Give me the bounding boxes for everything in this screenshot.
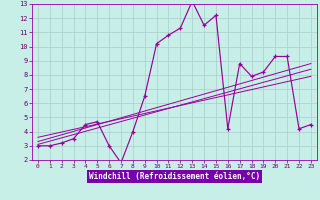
X-axis label: Windchill (Refroidissement éolien,°C): Windchill (Refroidissement éolien,°C) (89, 172, 260, 181)
